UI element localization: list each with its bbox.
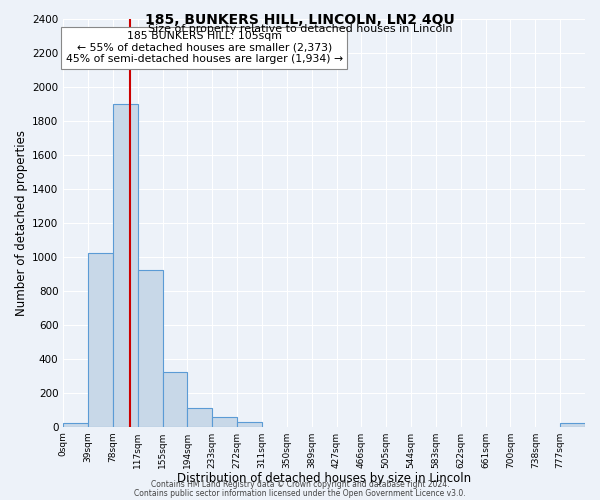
Bar [212,418,237,426]
Bar [63,423,88,426]
Bar [237,422,262,426]
Bar [88,254,113,426]
Bar [113,104,138,426]
Bar [163,372,187,426]
Text: 185 BUNKERS HILL: 105sqm
← 55% of detached houses are smaller (2,373)
45% of sem: 185 BUNKERS HILL: 105sqm ← 55% of detach… [65,31,343,64]
Y-axis label: Number of detached properties: Number of detached properties [15,130,28,316]
Text: Contains HM Land Registry data © Crown copyright and database right 2024.: Contains HM Land Registry data © Crown c… [151,480,449,489]
Bar [138,270,163,426]
Bar [187,408,212,426]
Bar [560,423,585,426]
Text: Contains public sector information licensed under the Open Government Licence v3: Contains public sector information licen… [134,488,466,498]
X-axis label: Distribution of detached houses by size in Lincoln: Distribution of detached houses by size … [177,472,471,485]
Text: Size of property relative to detached houses in Lincoln: Size of property relative to detached ho… [148,24,452,34]
Text: 185, BUNKERS HILL, LINCOLN, LN2 4QU: 185, BUNKERS HILL, LINCOLN, LN2 4QU [145,12,455,26]
